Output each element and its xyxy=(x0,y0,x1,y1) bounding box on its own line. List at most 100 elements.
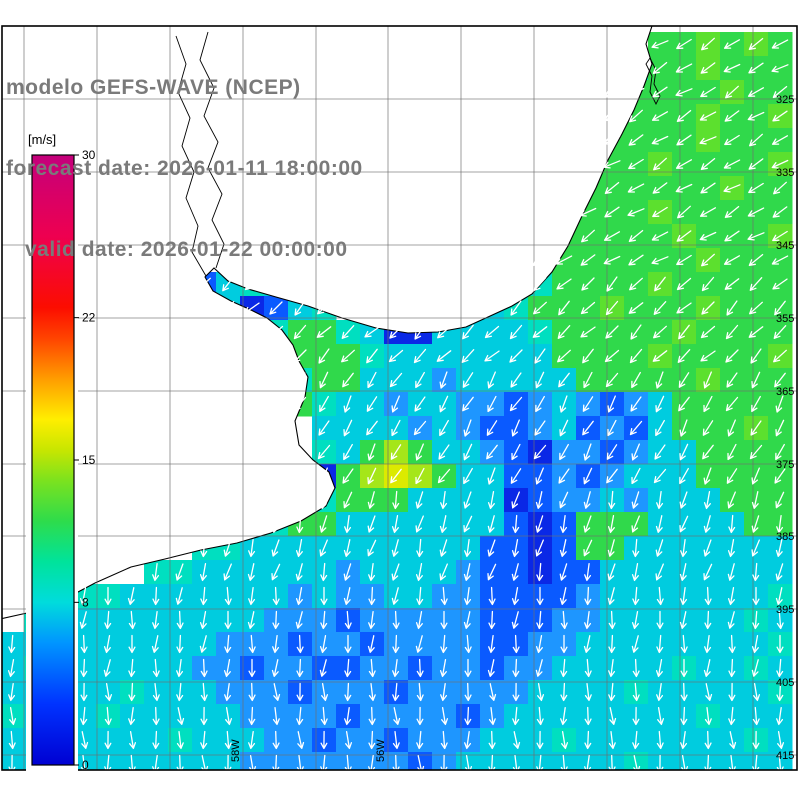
wind-arrow xyxy=(748,62,764,74)
wind-arrow xyxy=(391,419,401,437)
wind-arrow xyxy=(272,610,280,630)
wind-arrow xyxy=(487,395,497,413)
wind-arrow xyxy=(676,38,692,50)
wind-arrow xyxy=(653,157,667,171)
wind-arrow xyxy=(534,348,546,364)
wind-arrow xyxy=(223,658,231,678)
wind-arrow xyxy=(438,444,450,460)
wind-arrow xyxy=(701,276,715,292)
wind-arrow xyxy=(702,444,714,460)
colorbar-unit-label: [m/s] xyxy=(28,132,56,147)
wind-arrow xyxy=(629,348,643,364)
wind-arrow xyxy=(416,730,424,750)
wind-arrow xyxy=(677,205,691,219)
wind-arrow xyxy=(8,682,16,702)
wind-arrow xyxy=(607,395,616,413)
wind-arrow xyxy=(605,300,619,316)
wind-arrow xyxy=(603,160,621,169)
wind-arrow xyxy=(176,682,184,702)
wind-arrow xyxy=(584,706,592,726)
wind-arrow xyxy=(175,587,183,605)
wind-arrow xyxy=(80,658,88,678)
wind-arrow xyxy=(748,182,764,194)
wind-arrow xyxy=(776,634,784,654)
latitude-label: 385 xyxy=(776,531,794,543)
wind-arrow xyxy=(343,587,351,605)
wind-arrow xyxy=(294,372,306,388)
wind-arrow xyxy=(104,586,112,606)
wind-arrow xyxy=(248,538,256,558)
wind-arrow xyxy=(608,730,616,750)
wind-arrow xyxy=(748,37,764,51)
wind-arrow xyxy=(747,87,765,97)
wind-arrow xyxy=(511,563,519,581)
wind-arrow xyxy=(200,538,208,558)
colorbar-gradient xyxy=(31,154,75,766)
wind-arrow xyxy=(584,730,592,750)
wind-arrow xyxy=(293,396,307,412)
wind-arrow xyxy=(699,207,717,217)
wind-arrow xyxy=(509,349,523,363)
wind-arrow xyxy=(343,539,351,557)
wind-arrow xyxy=(583,443,592,461)
wind-arrow xyxy=(728,682,736,702)
wind-arrow xyxy=(415,443,424,461)
latitude-label: 365 xyxy=(776,386,794,398)
wind-arrow xyxy=(699,231,717,241)
wind-arrow xyxy=(80,682,88,702)
wind-arrow xyxy=(727,419,736,437)
wind-arrow xyxy=(271,563,281,581)
wind-arrow xyxy=(463,419,472,437)
wind-arrow xyxy=(487,467,496,485)
wind-arrow xyxy=(603,231,621,241)
wind-arrow xyxy=(318,348,330,364)
wind-arrow xyxy=(632,706,640,726)
wind-arrow xyxy=(656,682,664,702)
wind-arrow xyxy=(728,514,736,534)
wind-arrow xyxy=(580,326,596,338)
wind-arrow xyxy=(509,396,523,412)
wind-arrow xyxy=(700,182,716,194)
wind-arrow xyxy=(628,254,644,266)
wind-arrow xyxy=(656,490,664,510)
wind-arrow xyxy=(511,443,521,461)
wind-arrow xyxy=(630,324,642,340)
wind-arrow xyxy=(464,682,472,702)
model-title: modelo GEFS-WAVE (NCEP) xyxy=(6,76,301,99)
wind-arrow xyxy=(534,420,546,436)
wind-arrow xyxy=(773,349,787,363)
wind-arrow xyxy=(487,371,496,389)
latitude-label: 355 xyxy=(776,313,794,325)
wind-arrow xyxy=(652,182,668,194)
wind-cell xyxy=(456,752,481,770)
wind-arrow xyxy=(679,491,688,509)
wind-arrow xyxy=(772,206,788,218)
wind-arrow xyxy=(368,658,376,678)
wind-arrow xyxy=(703,539,712,557)
wind-arrow xyxy=(246,324,258,340)
wind-arrow xyxy=(581,277,595,291)
wind-arrow xyxy=(653,325,667,339)
wind-arrow xyxy=(176,610,184,630)
wind-arrow xyxy=(129,730,137,750)
wind-arrow xyxy=(536,706,544,726)
wind-arrow xyxy=(752,562,760,582)
wind-arrow xyxy=(631,467,641,485)
wind-arrow xyxy=(628,229,644,243)
wind-arrow xyxy=(533,277,547,291)
wind-arrow xyxy=(440,610,448,630)
wind-arrow xyxy=(152,586,160,606)
wind-arrow xyxy=(656,610,664,630)
wind-arrow xyxy=(723,63,741,73)
wind-arrow xyxy=(464,706,472,726)
wind-arrow xyxy=(702,420,714,436)
wind-arrow xyxy=(320,562,328,582)
wind-arrow xyxy=(632,682,640,702)
wind-arrow xyxy=(604,206,620,218)
colorbar-tick-label: 8 xyxy=(82,595,89,609)
wind-arrow xyxy=(536,586,544,606)
latitude-label: 415 xyxy=(776,750,794,762)
wind-arrow xyxy=(464,634,472,654)
wind-arrow xyxy=(368,562,376,582)
